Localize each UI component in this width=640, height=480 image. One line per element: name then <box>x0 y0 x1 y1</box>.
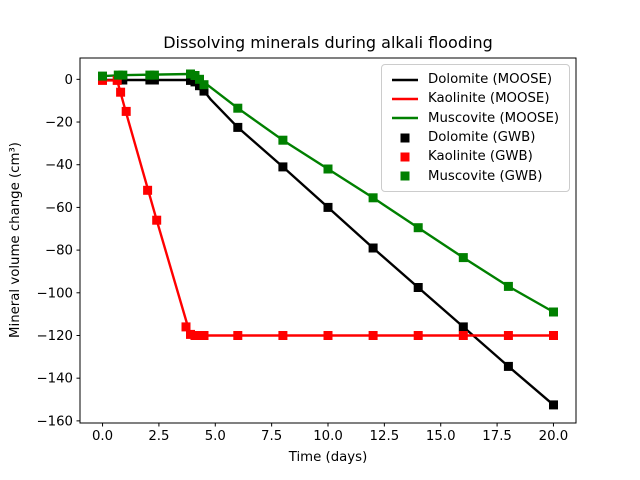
chart-title: Dissolving minerals during alkali floodi… <box>163 33 493 52</box>
marker <box>458 322 468 332</box>
legend-label: Kaolinite (MOOSE) <box>428 91 550 107</box>
marker <box>278 331 288 340</box>
marker <box>549 307 558 317</box>
legend-line-sample <box>392 117 418 120</box>
legend-row: Dolomite (GWB) <box>391 130 560 145</box>
legend-label: Dolomite (GWB) <box>428 130 536 146</box>
x-tick-label: 2.5 <box>148 429 169 444</box>
marker <box>503 281 513 291</box>
legend-label: Dolomite (MOOSE) <box>428 72 553 88</box>
marker <box>323 202 333 212</box>
y-tick-label: −160 <box>36 414 73 429</box>
marker <box>503 361 513 371</box>
marker <box>121 106 131 116</box>
x-tick-label: 20.0 <box>539 429 569 444</box>
x-tick-label: 0.0 <box>92 429 113 444</box>
marker <box>503 331 513 340</box>
y-axis-label: Mineral volume change (cm³) <box>8 142 23 338</box>
y-tick-label: −40 <box>45 158 73 173</box>
legend-marker-sample <box>400 133 410 143</box>
marker <box>549 331 558 340</box>
marker <box>278 162 288 172</box>
x-tick-label: 17.5 <box>482 429 512 444</box>
marker <box>112 75 122 85</box>
legend-line-sample <box>392 97 418 101</box>
legend-square-icon <box>400 152 410 162</box>
marker <box>233 122 243 132</box>
legend-row: Kaolinite (MOOSE) <box>391 91 560 106</box>
marker <box>323 164 333 174</box>
y-tick-label: −120 <box>36 329 73 344</box>
y-tick-label: 0 <box>65 73 73 88</box>
legend-square-icon <box>400 133 410 143</box>
marker <box>199 331 209 340</box>
legend-marker-sample <box>400 171 410 181</box>
marker <box>413 223 423 233</box>
marker <box>152 215 162 225</box>
marker <box>118 70 128 80</box>
marker <box>368 331 378 340</box>
marker <box>233 103 243 113</box>
marker <box>199 80 209 90</box>
marker <box>458 331 468 340</box>
marker <box>118 75 128 85</box>
marker <box>143 185 153 195</box>
marker <box>98 71 107 81</box>
marker <box>199 86 209 96</box>
marker <box>233 331 243 340</box>
legend-row: Dolomite (MOOSE) <box>391 72 560 87</box>
marker <box>278 135 288 145</box>
series-markers-kaolinite-gwb <box>98 75 558 340</box>
legend: Dolomite (MOOSE) Kaolinite (MOOSE) Muscovi… <box>381 64 570 192</box>
x-axis-label: Time (days) <box>288 450 368 465</box>
marker <box>195 74 204 84</box>
legend-line-sample <box>392 78 418 81</box>
x-tick-label: 15.0 <box>426 429 456 444</box>
series-markers-muscovite-gwb <box>98 69 558 317</box>
legend-label: Muscovite (MOOSE) <box>428 110 560 126</box>
x-tick-label: 10.0 <box>313 429 343 444</box>
y-tick-label: −60 <box>45 201 73 216</box>
marker <box>116 87 126 97</box>
marker <box>323 331 333 340</box>
y-tick-label: −100 <box>36 286 73 301</box>
legend-row: Kaolinite (GWB) <box>391 149 560 164</box>
x-tick-label: 12.5 <box>370 429 400 444</box>
legend-label: Muscovite (GWB) <box>428 168 543 184</box>
marker <box>181 322 191 332</box>
marker <box>368 193 378 203</box>
y-tick-label: −80 <box>45 244 73 259</box>
x-tick-label: 5.0 <box>205 429 226 444</box>
y-tick-label: −20 <box>45 116 73 131</box>
marker <box>149 70 159 80</box>
marker <box>368 243 378 253</box>
legend-label: Kaolinite (GWB) <box>428 149 533 165</box>
marker <box>149 75 159 85</box>
legend-row: Muscovite (MOOSE) <box>391 111 560 126</box>
x-tick-label: 7.5 <box>261 429 282 444</box>
marker <box>458 253 468 263</box>
marker <box>413 283 423 292</box>
marker <box>413 331 423 340</box>
legend-square-icon <box>400 171 410 181</box>
legend-row: Muscovite (GWB) <box>391 169 560 184</box>
axes-frame <box>79 57 577 424</box>
series-markers-dolomite-gwb <box>98 75 558 410</box>
marker <box>549 400 558 410</box>
legend-marker-sample <box>400 152 410 162</box>
y-tick-label: −140 <box>36 372 73 387</box>
